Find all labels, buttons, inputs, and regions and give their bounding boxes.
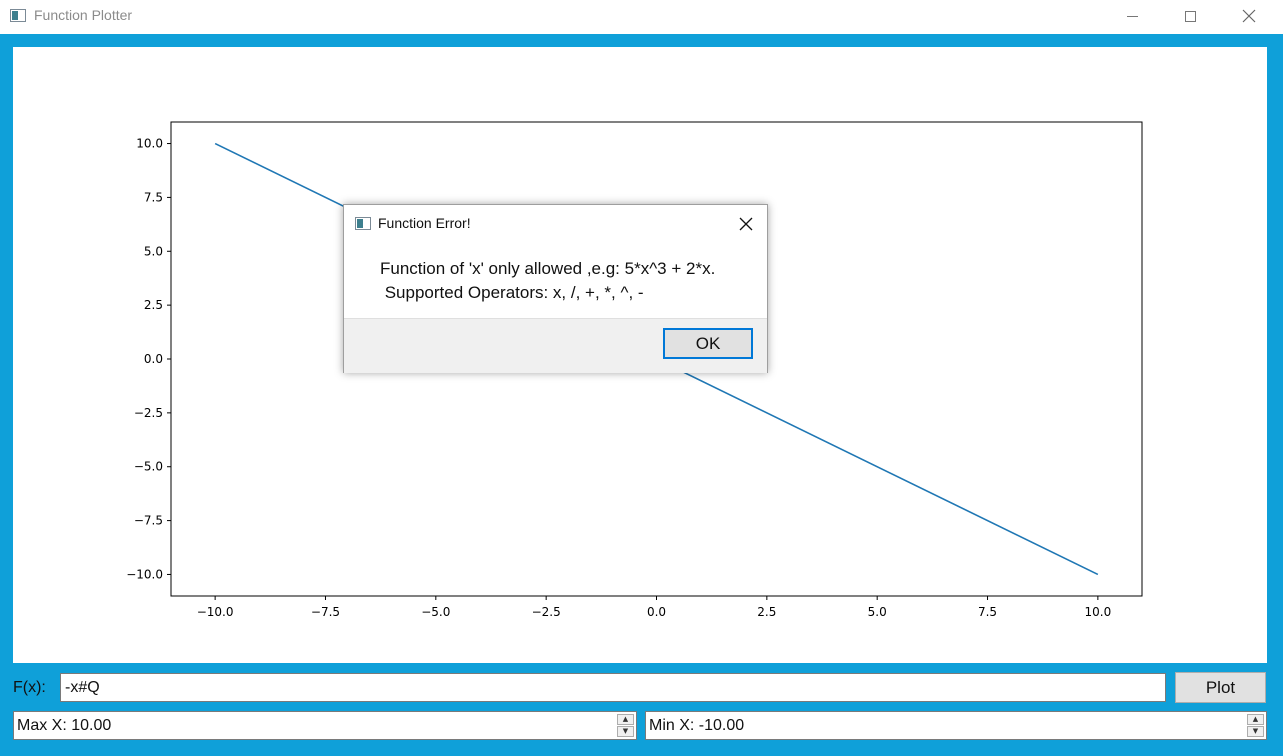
min-x-value: Min X: -10.00: [649, 717, 745, 734]
function-input[interactable]: -x#Q: [60, 673, 1166, 702]
x-tick-label: 7.5: [978, 605, 997, 619]
min-x-spin-arrows[interactable]: ▲ ▼: [1247, 714, 1264, 737]
spin-up-icon[interactable]: ▲: [617, 714, 634, 725]
close-window-button[interactable]: [1220, 0, 1278, 32]
line-chart: −10.0 −7.5 −5.0 −2.5 0.0 2.5 5.0 7.5 10.0 10.0 7.5…: [126, 121, 1143, 619]
max-x-value: Max X: 10.00: [17, 717, 112, 734]
max-x-spinbox[interactable]: Max X: 10.00 ▲ ▼: [13, 711, 637, 740]
x-tick-label: 5.0: [868, 605, 887, 619]
y-tick-label: 0.0: [144, 352, 163, 366]
close-icon: [739, 217, 753, 231]
title-bar: Function Plotter: [0, 0, 1283, 35]
y-tick-label: 5.0: [144, 244, 163, 258]
dialog-message-line1: Function of 'x' only allowed ,e.g: 5*x^3…: [380, 259, 716, 278]
spin-down-icon[interactable]: ▼: [1247, 726, 1264, 737]
dialog-close-button[interactable]: [734, 213, 758, 235]
dialog-footer: OK: [344, 318, 767, 373]
max-x-spin-arrows[interactable]: ▲ ▼: [617, 714, 634, 737]
x-tick-label: 2.5: [757, 605, 776, 619]
y-tick-label: 7.5: [144, 190, 163, 204]
minimize-button[interactable]: [1103, 0, 1161, 32]
x-tick-label: −7.5: [311, 605, 340, 619]
function-label: F(x):: [13, 679, 46, 696]
plot-button[interactable]: Plot: [1175, 672, 1266, 703]
x-tick-label: 0.0: [647, 605, 666, 619]
x-tick-label: −5.0: [421, 605, 450, 619]
x-tick-label: −10.0: [197, 605, 234, 619]
dialog-message-line2: Supported Operators: x, /, +, *, ^, -: [380, 283, 644, 302]
x-tick-label: 10.0: [1085, 605, 1112, 619]
maximize-button[interactable]: [1161, 0, 1219, 32]
dialog-app-icon: [355, 217, 371, 230]
app-icon: [10, 9, 26, 22]
maximize-icon: [1184, 10, 1196, 22]
spin-up-icon[interactable]: ▲: [1247, 714, 1264, 725]
y-tick-label: −10.0: [126, 567, 163, 581]
close-icon: [1242, 9, 1256, 23]
error-dialog: Function Error! Function of 'x' only all…: [343, 204, 768, 373]
dialog-title: Function Error!: [378, 215, 471, 231]
ok-button[interactable]: OK: [663, 328, 753, 359]
min-x-spinbox[interactable]: Min X: -10.00 ▲ ▼: [645, 711, 1267, 740]
window-title: Function Plotter: [34, 7, 133, 23]
y-tick-label: −2.5: [134, 406, 163, 420]
y-tick-label: 10.0: [136, 137, 163, 151]
y-tick-label: −5.0: [134, 460, 163, 474]
y-tick-label: 2.5: [144, 298, 163, 312]
spin-down-icon[interactable]: ▼: [617, 726, 634, 737]
minimize-icon: [1126, 15, 1138, 17]
y-tick-label: −7.5: [134, 514, 163, 528]
x-tick-label: −2.5: [532, 605, 561, 619]
